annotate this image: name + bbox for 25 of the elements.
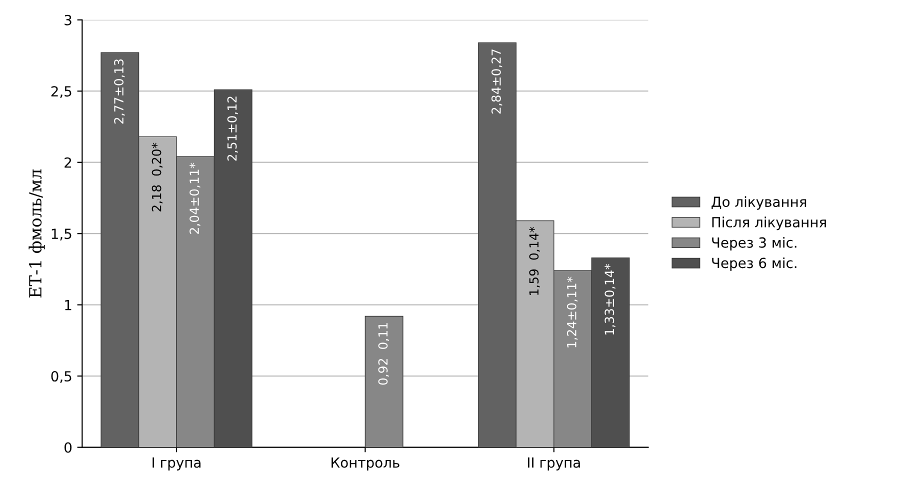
- y-tick-label: 1,5: [52, 228, 72, 240]
- data-label: 2,18 0,20*: [152, 142, 163, 212]
- x-tick-label: І група: [152, 457, 200, 470]
- x-tick-label: ІІ група: [528, 457, 580, 470]
- data-label: 1,33±0,14*: [604, 264, 616, 335]
- y-tick-label: 0,5: [51, 371, 72, 383]
- y-tick-label: 0: [64, 442, 72, 453]
- data-label: 2,84±0,27: [491, 49, 502, 114]
- y-tick-label: 1: [65, 300, 72, 310]
- bar: [364, 316, 404, 448]
- data-label: 2,51±0,12: [227, 96, 238, 161]
- y-tick-label: 3: [64, 14, 72, 26]
- legend-label: Через 3 міс.: [712, 237, 796, 251]
- y-tick-label: 2: [64, 157, 72, 168]
- data-label: 1,59 0,14*: [529, 226, 540, 295]
- x-tick-label: Контроль: [332, 457, 400, 470]
- legend-label: До лікування: [712, 196, 806, 210]
- legend-label: Після лікування: [712, 216, 826, 230]
- data-label: 1,24±0,11*: [566, 276, 578, 348]
- data-label: 0,92 0,11: [378, 323, 389, 385]
- data-label: 2,77±0,13: [114, 59, 125, 124]
- y-axis-title: ЕТ-1 фмоль/мл: [28, 169, 45, 298]
- legend-label: Через 6 міс.: [712, 257, 796, 271]
- y-tick-label: 2,5: [51, 86, 72, 98]
- data-label: 2,04±0,11*: [190, 162, 200, 234]
